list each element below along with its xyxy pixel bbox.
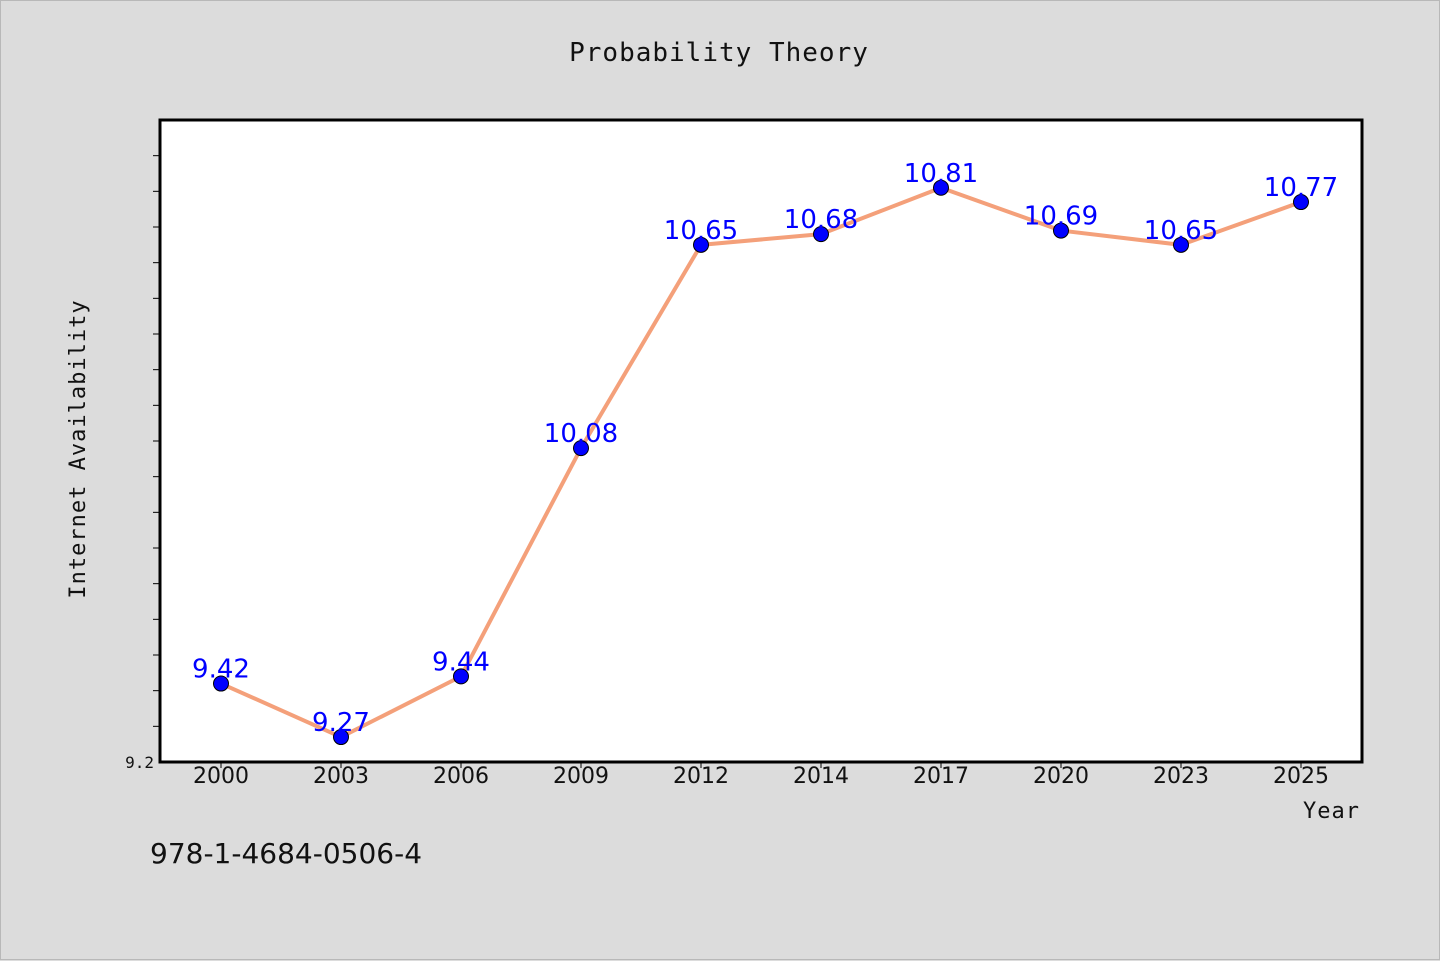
isbn-annotation: 978-1-4684-0506-4 [150, 837, 422, 870]
data-point-marker [933, 179, 949, 196]
x-tick-label: 2000 [193, 764, 249, 789]
data-value-label: 10.68 [784, 205, 858, 235]
x-tick-label: 2025 [1273, 764, 1329, 789]
y-axis-ticks: 9.2 [125, 155, 160, 772]
data-point-marker [573, 440, 589, 457]
x-tick-label: 2017 [913, 764, 969, 789]
chart-title: Probability Theory [569, 38, 869, 68]
x-tick-label: 2012 [673, 764, 729, 789]
x-tick-label: 2014 [793, 764, 849, 789]
x-axis-label: Year [1303, 799, 1360, 824]
x-tick-label: 2009 [553, 764, 609, 789]
data-point-marker [213, 675, 229, 692]
series-line-group [219, 185, 1303, 740]
data-point-marker [693, 236, 709, 253]
data-point-marker [1173, 236, 1189, 253]
x-tick-label: 2020 [1033, 764, 1089, 789]
x-tick-label: 2023 [1153, 764, 1209, 789]
data-point-marker [1053, 222, 1069, 239]
data-point-marker [813, 226, 829, 243]
data-value-label: 9.44 [432, 647, 490, 677]
data-value-label: 10.65 [1144, 216, 1218, 246]
x-tick-label: 2006 [433, 764, 489, 789]
data-value-label: 10.08 [544, 419, 618, 449]
data-value-label: 10.65 [664, 216, 738, 246]
data-point-marker [333, 729, 349, 746]
y-tick-label: 9.2 [125, 753, 154, 772]
data-markers [213, 179, 1309, 746]
series-line [219, 185, 1303, 740]
x-axis-ticks: 2000 2003 2006 2009 2012 2014 2017 2020 2023 2025 [193, 762, 1329, 789]
data-value-label: 10.77 [1264, 173, 1338, 203]
data-value-label: 9.42 [192, 655, 250, 685]
data-value-label: 10.81 [904, 159, 978, 189]
data-value-label: 9.27 [312, 708, 370, 738]
plot-area [158, 118, 1364, 764]
data-point-marker [453, 668, 469, 685]
data-point-marker [1293, 194, 1309, 211]
data-value-label: 10.69 [1024, 202, 1098, 232]
x-tick-label: 2003 [313, 764, 369, 789]
data-labels: 9.42 9.27 9.44 10.08 10.65 10.68 10.81 10.69 10.… [192, 159, 1338, 738]
y-axis-label: Internet Availability [66, 299, 91, 598]
